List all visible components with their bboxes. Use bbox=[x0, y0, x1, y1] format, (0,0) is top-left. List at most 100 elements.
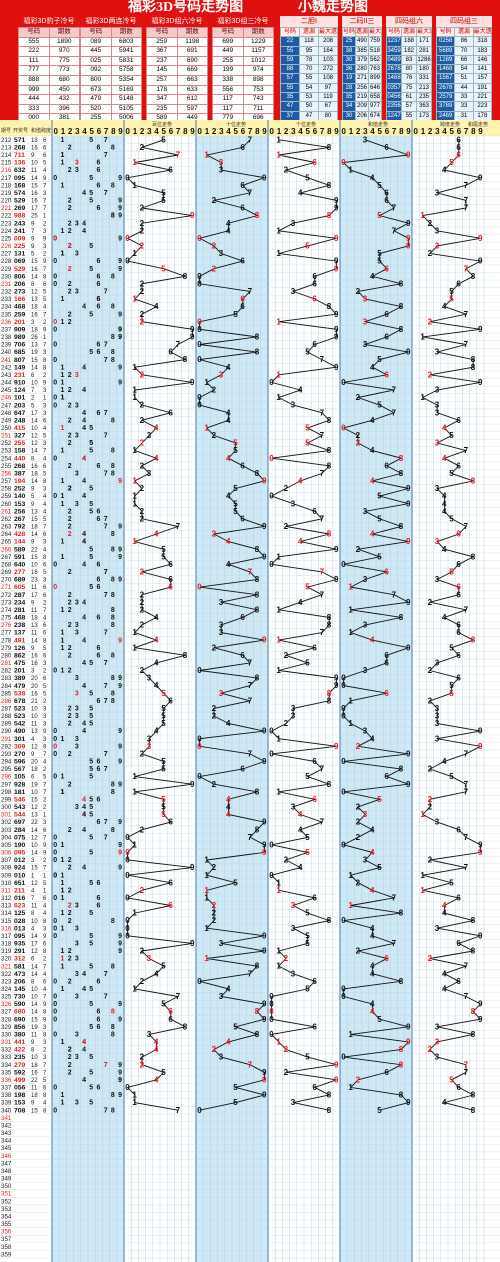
period-label: 348 bbox=[1, 1168, 12, 1175]
distribution-mark: 4 bbox=[82, 796, 86, 803]
span-value: 7 bbox=[43, 206, 47, 212]
trend-point: 9 bbox=[406, 643, 411, 652]
distribution-mark: 7 bbox=[104, 751, 108, 758]
panel-cell: 556 bbox=[212, 84, 244, 96]
span-value: 1 bbox=[43, 335, 47, 341]
distribution-mark: 1 bbox=[61, 963, 65, 970]
panel-head-cell: 期数 bbox=[176, 27, 208, 38]
trend-point: 6 bbox=[384, 188, 389, 197]
span-value: 6 bbox=[43, 593, 47, 599]
trend-point: 1 bbox=[348, 871, 353, 880]
distribution-mark: 2 bbox=[68, 599, 72, 606]
trend-point: 4 bbox=[154, 613, 159, 622]
distribution-mark: 9 bbox=[118, 675, 122, 682]
trend-point: 4 bbox=[442, 545, 447, 554]
trend-point: 8 bbox=[471, 636, 476, 645]
distribution-mark: 9 bbox=[118, 842, 122, 849]
distribution-mark: 9 bbox=[118, 326, 122, 333]
distribution-mark: 3 bbox=[75, 956, 79, 963]
sum-value: 7 bbox=[31, 388, 35, 394]
panel-cell: 36 bbox=[342, 64, 356, 75]
sum-value: 19 bbox=[31, 1025, 38, 1031]
trend-point: 4 bbox=[154, 454, 159, 463]
distribution-mark: 2 bbox=[68, 198, 72, 205]
period-label: 278 bbox=[1, 637, 12, 644]
panel-head-cell: 号码 bbox=[436, 26, 456, 38]
distribution-mark: 0 bbox=[53, 273, 57, 280]
trend-point: 7 bbox=[248, 287, 253, 296]
panel-cell: 235 bbox=[416, 92, 432, 103]
distribution-mark: 3 bbox=[75, 402, 79, 409]
draw-number: 690 bbox=[14, 1016, 26, 1023]
draw-number: 056 bbox=[14, 1085, 26, 1092]
draw-number: 137 bbox=[14, 630, 26, 637]
distribution-mark: 1 bbox=[61, 554, 65, 561]
digit-header-label: 6 bbox=[457, 127, 462, 136]
span-value: 3 bbox=[43, 1040, 47, 1046]
distribution-mark: 9 bbox=[118, 1077, 122, 1084]
period-label: 257 bbox=[1, 478, 12, 485]
draw-number: 680 bbox=[14, 1009, 26, 1016]
trend-point: 8 bbox=[255, 962, 260, 971]
trend-point: 6 bbox=[456, 651, 461, 660]
panel-cell: 773 bbox=[48, 65, 80, 76]
trend-point: 6 bbox=[456, 825, 461, 834]
cold-panel-0: 福彩3D豹子冷号 号码 期数 555 1890 222 970 111 775 777 773 888… bbox=[18, 16, 80, 120]
sum-value: 18 bbox=[31, 305, 38, 311]
draw-number: 168 bbox=[14, 182, 26, 189]
period-label: 244 bbox=[1, 380, 12, 387]
distribution-mark: 4 bbox=[82, 615, 86, 622]
trend-point: 3 bbox=[435, 537, 440, 546]
trend-point: 9 bbox=[478, 840, 483, 849]
sum-value: 11 bbox=[31, 904, 38, 910]
draw-number: 589 bbox=[14, 546, 26, 553]
trend-point: 1 bbox=[132, 984, 137, 993]
panel-head-cell: 号码 bbox=[80, 27, 112, 38]
trend-point: 8 bbox=[399, 522, 404, 531]
trend-point: 4 bbox=[154, 1045, 159, 1054]
trend-point: 1 bbox=[132, 446, 137, 455]
trend-point: 3 bbox=[363, 621, 368, 630]
span-value: 3 bbox=[43, 411, 47, 417]
panel-head-cell: 最大遗漏 bbox=[368, 26, 382, 38]
trend-point: 3 bbox=[435, 1038, 440, 1047]
sum-value: 16 bbox=[31, 691, 38, 697]
distribution-mark: 2 bbox=[68, 645, 72, 652]
trend-point: 6 bbox=[456, 1083, 461, 1092]
distribution-mark: 6 bbox=[97, 895, 101, 902]
span-value: 9 bbox=[43, 327, 47, 333]
panel-cell: 173 bbox=[416, 110, 432, 120]
sum-value: 14 bbox=[31, 418, 38, 424]
distribution-mark: 0 bbox=[53, 326, 57, 333]
distribution-mark: 2 bbox=[68, 524, 72, 531]
distribution-mark: 2 bbox=[68, 508, 72, 515]
trend-point: 1 bbox=[132, 643, 137, 652]
column-label: 开奖号 bbox=[13, 127, 28, 134]
trend-point: 5 bbox=[233, 439, 238, 448]
trend-point: 1 bbox=[348, 605, 353, 614]
trend-point: 1 bbox=[420, 886, 425, 895]
panel-cell: 1567 bbox=[436, 73, 456, 84]
distribution-mark: 4 bbox=[82, 410, 86, 417]
trend-point: 2 bbox=[356, 878, 361, 887]
panel-row: 673 5169 bbox=[80, 84, 142, 96]
distribution-mark: 8 bbox=[111, 918, 115, 925]
trend-point: 4 bbox=[370, 530, 375, 539]
sum-value: 12 bbox=[31, 441, 38, 447]
trend-point: 6 bbox=[312, 340, 317, 349]
trend-point: 2 bbox=[212, 431, 217, 440]
trend-point: 0 bbox=[197, 355, 202, 364]
trend-point: 6 bbox=[384, 332, 389, 341]
trend-point: 8 bbox=[471, 363, 476, 372]
trend-point: 5 bbox=[161, 757, 166, 766]
sum-value: 14 bbox=[31, 479, 38, 485]
panel-cell: 1890 bbox=[48, 36, 80, 48]
sum-value: 10 bbox=[31, 1055, 38, 1061]
trend-point: 1 bbox=[204, 954, 209, 963]
period-label: 228 bbox=[1, 258, 12, 265]
stat-panel-caption: 二码II三 bbox=[342, 16, 382, 27]
panel-row: 235 597 bbox=[146, 103, 208, 115]
draw-number: 928 bbox=[14, 781, 26, 788]
period-label: 239 bbox=[1, 342, 12, 349]
trend-point: 8 bbox=[327, 780, 332, 789]
